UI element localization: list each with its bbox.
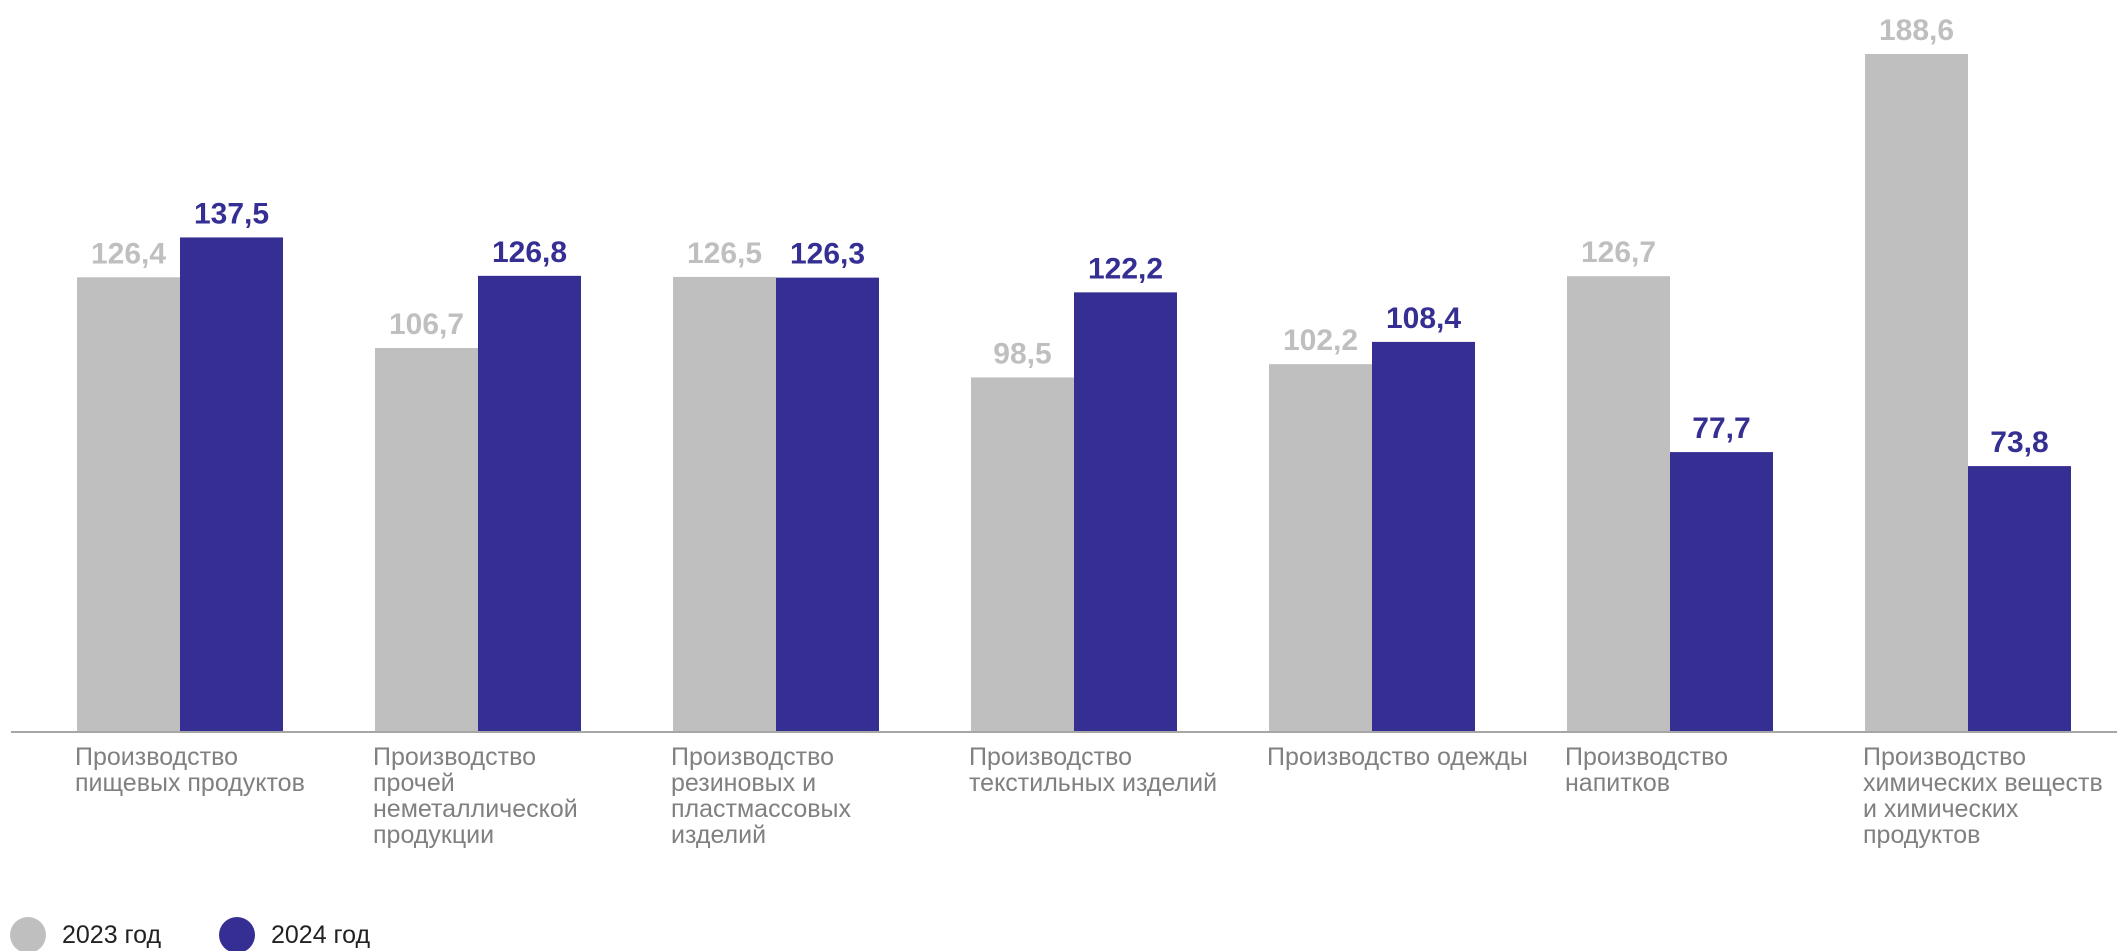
bar <box>971 377 1074 731</box>
legend-label: 2023 год <box>62 921 162 949</box>
value-label: 126,5 <box>687 237 762 270</box>
bar <box>77 277 180 731</box>
bar <box>1372 341 1475 731</box>
value-label: 122,2 <box>1088 252 1163 285</box>
bar <box>478 275 581 731</box>
value-label: 126,8 <box>492 236 567 269</box>
value-label: 106,7 <box>389 308 464 341</box>
value-label: 126,7 <box>1581 236 1656 269</box>
value-label: 137,5 <box>194 197 269 230</box>
bar <box>1865 54 1968 731</box>
bar <box>375 347 478 731</box>
x-tick-label: Производство химических веществ и химиче… <box>1863 743 2103 849</box>
value-label: 108,4 <box>1386 302 1461 335</box>
value-label: 126,3 <box>790 238 865 271</box>
value-label: 98,5 <box>993 337 1051 370</box>
legend-marker <box>219 917 255 951</box>
value-label: 102,2 <box>1283 324 1358 357</box>
value-label: 126,4 <box>91 237 166 270</box>
bar <box>673 276 776 731</box>
bar <box>1968 466 2071 731</box>
legend-marker <box>10 917 46 951</box>
bar <box>776 277 879 731</box>
legend-label: 2024 год <box>271 921 371 949</box>
bar <box>1269 364 1372 731</box>
value-label: 77,7 <box>1692 412 1750 445</box>
bar <box>1567 276 1670 731</box>
x-tick-label: Производство резиновых и пластмассовых и… <box>671 743 852 849</box>
value-label: 73,8 <box>1990 426 2048 459</box>
x-tick-label: Производство прочей неметаллической прод… <box>373 743 578 849</box>
bar <box>1670 452 1773 731</box>
x-tick-label: Производство текстильных изделий <box>969 743 1218 797</box>
x-tick-label: Производство напитков <box>1565 743 1729 797</box>
bar <box>1074 292 1177 731</box>
value-label: 188,6 <box>1879 14 1954 47</box>
bar <box>180 237 283 731</box>
x-tick-label: Производство пищевых продуктов <box>75 743 305 797</box>
x-tick-label: Производство одежды <box>1267 743 1528 771</box>
